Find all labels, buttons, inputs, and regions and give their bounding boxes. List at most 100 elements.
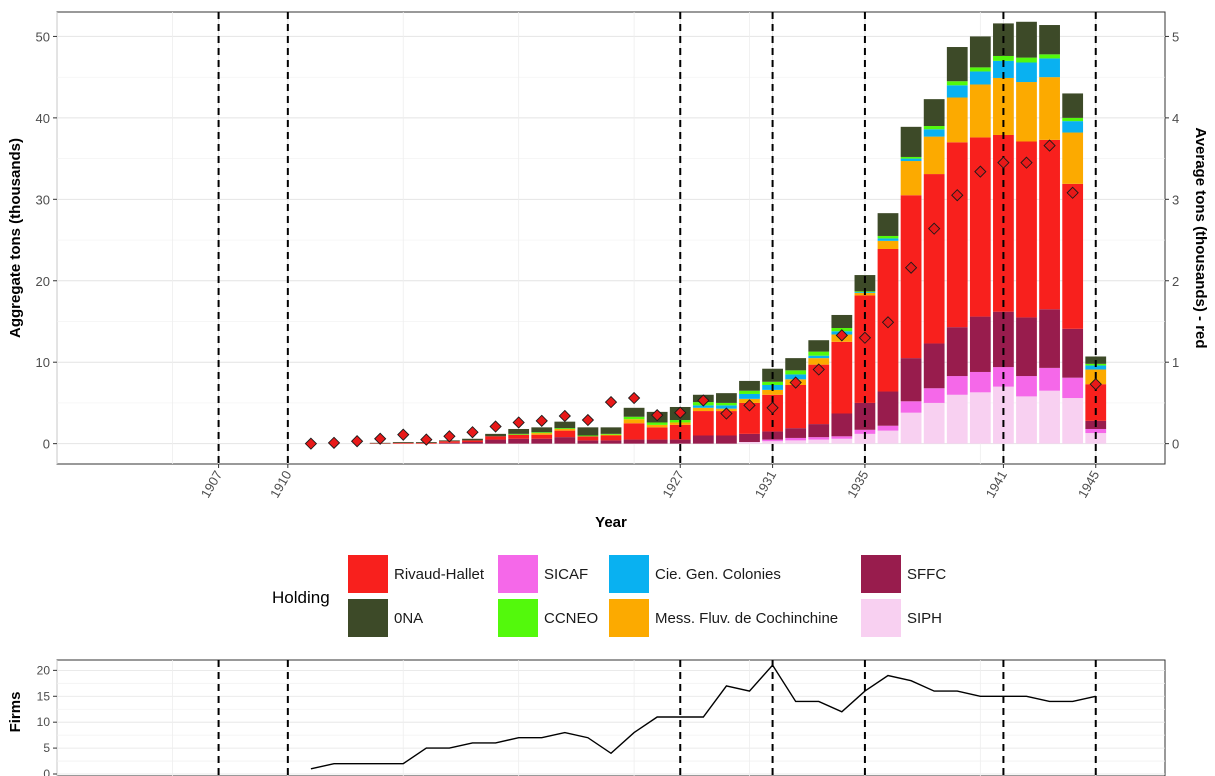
legend-label: Mess. Fluv. de Cochinchine	[655, 610, 838, 627]
legend-swatch-siph	[861, 599, 901, 637]
bar-segment-0na-1915	[392, 442, 414, 443]
bar-segment-0na-1929	[716, 393, 737, 403]
bar-segment-ccneo-1926	[646, 422, 668, 425]
bar-segment-siph-1933	[808, 439, 830, 444]
bar-segment-mess-fluv-de-cochinchine-1941	[993, 77, 1014, 135]
bar-segment-ccneo-1932	[785, 370, 807, 375]
bar-segment-0na-1921	[531, 427, 553, 433]
bar-segment-ccneo-1937	[900, 156, 922, 159]
bar-segment-siph-1937	[900, 412, 922, 444]
bar-segment-mess-fluv-de-cochinchine-1939	[946, 97, 968, 143]
bar-segment-siph-1936	[877, 430, 899, 444]
bar-segment-sffc-1929	[716, 435, 737, 444]
bar-segment-cie-gen-colonies-1939	[946, 85, 968, 98]
average-point-1945	[1089, 378, 1102, 391]
x-tick-label: 1931	[752, 468, 779, 501]
firms-tick-label: 10	[37, 715, 51, 729]
legend-swatch-cie-gen-colonies	[609, 555, 649, 593]
bar-segment-sicaf-1938	[923, 388, 945, 403]
legend-label: SIPH	[907, 610, 942, 627]
bar-segment-0na-1938	[923, 99, 945, 127]
bar-segment-sicaf-1934	[831, 436, 853, 439]
firms-plot-border	[56, 659, 1166, 776]
bar-segment-rivaud-hallet-1942	[1016, 141, 1037, 318]
bar-segment-ccneo-1944	[1062, 117, 1084, 122]
average-point-1923	[581, 413, 595, 427]
firms-reference-lines	[217, 660, 1097, 776]
firms-plot-panel: 0 5 10 15 20	[37, 659, 1166, 776]
bar-segment-siph-1943	[1039, 390, 1060, 444]
average-point-1937	[904, 261, 918, 274]
bar-segment-cie-gen-colonies-1930	[739, 393, 760, 399]
bar-segment-sffc-1920	[508, 438, 530, 444]
average-point-1913	[350, 435, 364, 448]
average-point-1941	[997, 156, 1010, 169]
bar-segment-sffc-1925	[623, 439, 645, 444]
bar-segment-sffc-1932	[785, 428, 807, 438]
bar-segment-sicaf-1945	[1085, 428, 1107, 434]
firms-tick-label: 0	[43, 767, 50, 776]
x-tick-label: 1907	[198, 468, 225, 501]
legend-items: Rivaud-Hallet SICAF Cie. Gen. Colonies SFFC…	[348, 555, 946, 637]
bar-segment-ccneo-1940	[969, 67, 991, 72]
bar-segment-0na-1943	[1039, 25, 1060, 55]
bar-segment-cie-gen-colonies-1941	[993, 60, 1014, 78]
bar-segment-sffc-1933	[808, 424, 830, 438]
x-tick-label: 1910	[267, 468, 294, 501]
right-tick-label: 4	[1172, 111, 1179, 126]
bar-segment-rivaud-hallet-1943	[1039, 139, 1060, 310]
average-point-1925	[627, 391, 641, 405]
x-tick-label: 1945	[1075, 468, 1102, 501]
bar-segment-0na-1932	[785, 358, 807, 371]
bar-segment-ccneo-1939	[946, 81, 968, 86]
legend-label: Cie. Gen. Colonies	[655, 566, 781, 583]
firms-tick-label: 15	[37, 689, 51, 703]
bar-segment-sicaf-1937	[900, 401, 922, 413]
average-point-1938	[928, 222, 941, 235]
y-axis-label-left: Aggregate tons (thousands)	[7, 138, 24, 338]
bar-segment-cie-gen-colonies-1938	[923, 129, 945, 137]
bar-segment-rivaud-hallet-1939	[946, 142, 968, 328]
bar-segment-ccneo-1933	[808, 351, 830, 356]
bar-segment-0na-1919	[485, 433, 506, 437]
bar-segment-rivaud-hallet-1924	[600, 435, 622, 441]
bar-segment-cie-gen-colonies-1940	[969, 71, 991, 85]
bar-segment-ccneo-1942	[1016, 57, 1037, 63]
bar-segment-sffc-1939	[946, 327, 968, 377]
x-tick-label: 1941	[983, 468, 1010, 501]
bar-segment-mess-fluv-de-cochinchine-1924	[600, 434, 622, 436]
x-tick-label: 1935	[844, 468, 871, 501]
left-tick-label: 20	[36, 274, 50, 289]
right-tick-label: 1	[1172, 355, 1179, 370]
bar-segment-0na-1924	[600, 427, 622, 434]
bar-segment-sffc-1944	[1062, 328, 1084, 378]
bar-segment-mess-fluv-de-cochinchine-1937	[900, 161, 922, 196]
bar-segment-siph-1938	[923, 402, 945, 444]
average-point-1939	[951, 189, 964, 202]
average-point-1924	[604, 395, 618, 409]
bar-segment-siph-1944	[1062, 398, 1084, 444]
bar-segment-rivaud-hallet-1934	[831, 341, 853, 414]
bar-segment-ccneo-1941	[993, 55, 1014, 61]
bar-segment-sicaf-1936	[877, 425, 899, 431]
bar-segment-mess-fluv-de-cochinchine-1925	[623, 419, 645, 424]
legend-swatch-ccneo	[498, 599, 538, 637]
bar-segment-0na-1934	[831, 314, 853, 328]
left-y-ticks: 0 10 20 30 40 50	[36, 29, 57, 452]
bar-segment-siph-1931	[762, 441, 783, 444]
stacked-bars	[369, 21, 1107, 444]
bar-segment-sicaf-1939	[946, 376, 968, 395]
bar-segment-sffc-1936	[877, 391, 899, 426]
bar-segment-sffc-1942	[1016, 317, 1037, 377]
bar-segment-mess-fluv-de-cochinchine-1943	[1039, 77, 1060, 140]
average-point-1920	[512, 416, 525, 429]
legend-label: CCNEO	[544, 610, 598, 627]
bar-segment-sffc-1940	[969, 316, 991, 372]
average-point-1914	[374, 432, 387, 445]
bar-segment-siph-1934	[831, 438, 853, 444]
x-tick-label: 1927	[659, 468, 686, 501]
bar-segment-rivaud-hallet-1919	[485, 436, 506, 440]
bar-segment-0na-1930	[739, 380, 760, 391]
